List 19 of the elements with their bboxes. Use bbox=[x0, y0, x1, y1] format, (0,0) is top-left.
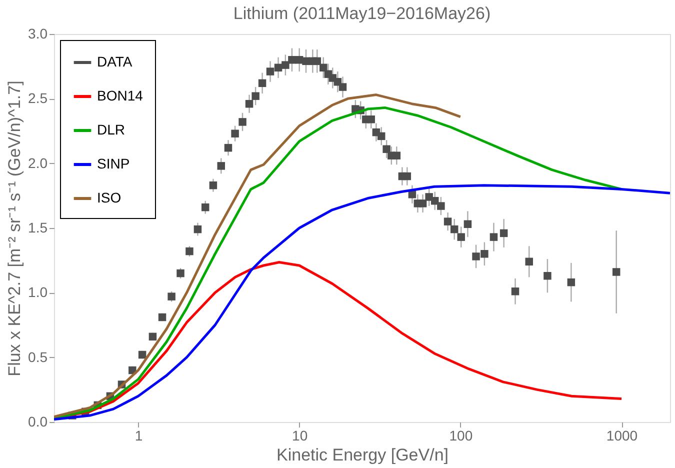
legend-label: BON14 bbox=[97, 88, 144, 104]
y-tick-label: 2.5 bbox=[28, 90, 48, 106]
legend-label: DLR bbox=[97, 122, 126, 138]
x-tick-label: 1 bbox=[134, 428, 143, 444]
y-tick-label: 1.5 bbox=[28, 220, 48, 236]
chart-title: Lithium (2011May19−2016May26) bbox=[233, 4, 491, 23]
y-tick-label: 0.5 bbox=[28, 348, 48, 365]
x-tick-label: 1000 bbox=[606, 428, 638, 444]
legend-label: ISO bbox=[97, 190, 122, 206]
x-tick-label: 100 bbox=[449, 428, 473, 444]
y-axis-title: Flux x KE^2.7 [m⁻² sr⁻¹ s⁻¹ (GeV/n)^1.7] bbox=[5, 80, 24, 376]
legend-label: SINP bbox=[97, 156, 130, 172]
y-tick-label: 3.0 bbox=[28, 26, 48, 42]
y-tick-label: 0.0 bbox=[28, 414, 48, 430]
x-axis-title: Kinetic Energy [GeV/n] bbox=[276, 446, 448, 464]
x-tick-label: 10 bbox=[292, 428, 308, 444]
y-tick-label: 1.0 bbox=[28, 284, 48, 300]
legend-label: DATA bbox=[97, 54, 133, 70]
y-tick-label: 2.0 bbox=[28, 154, 48, 171]
